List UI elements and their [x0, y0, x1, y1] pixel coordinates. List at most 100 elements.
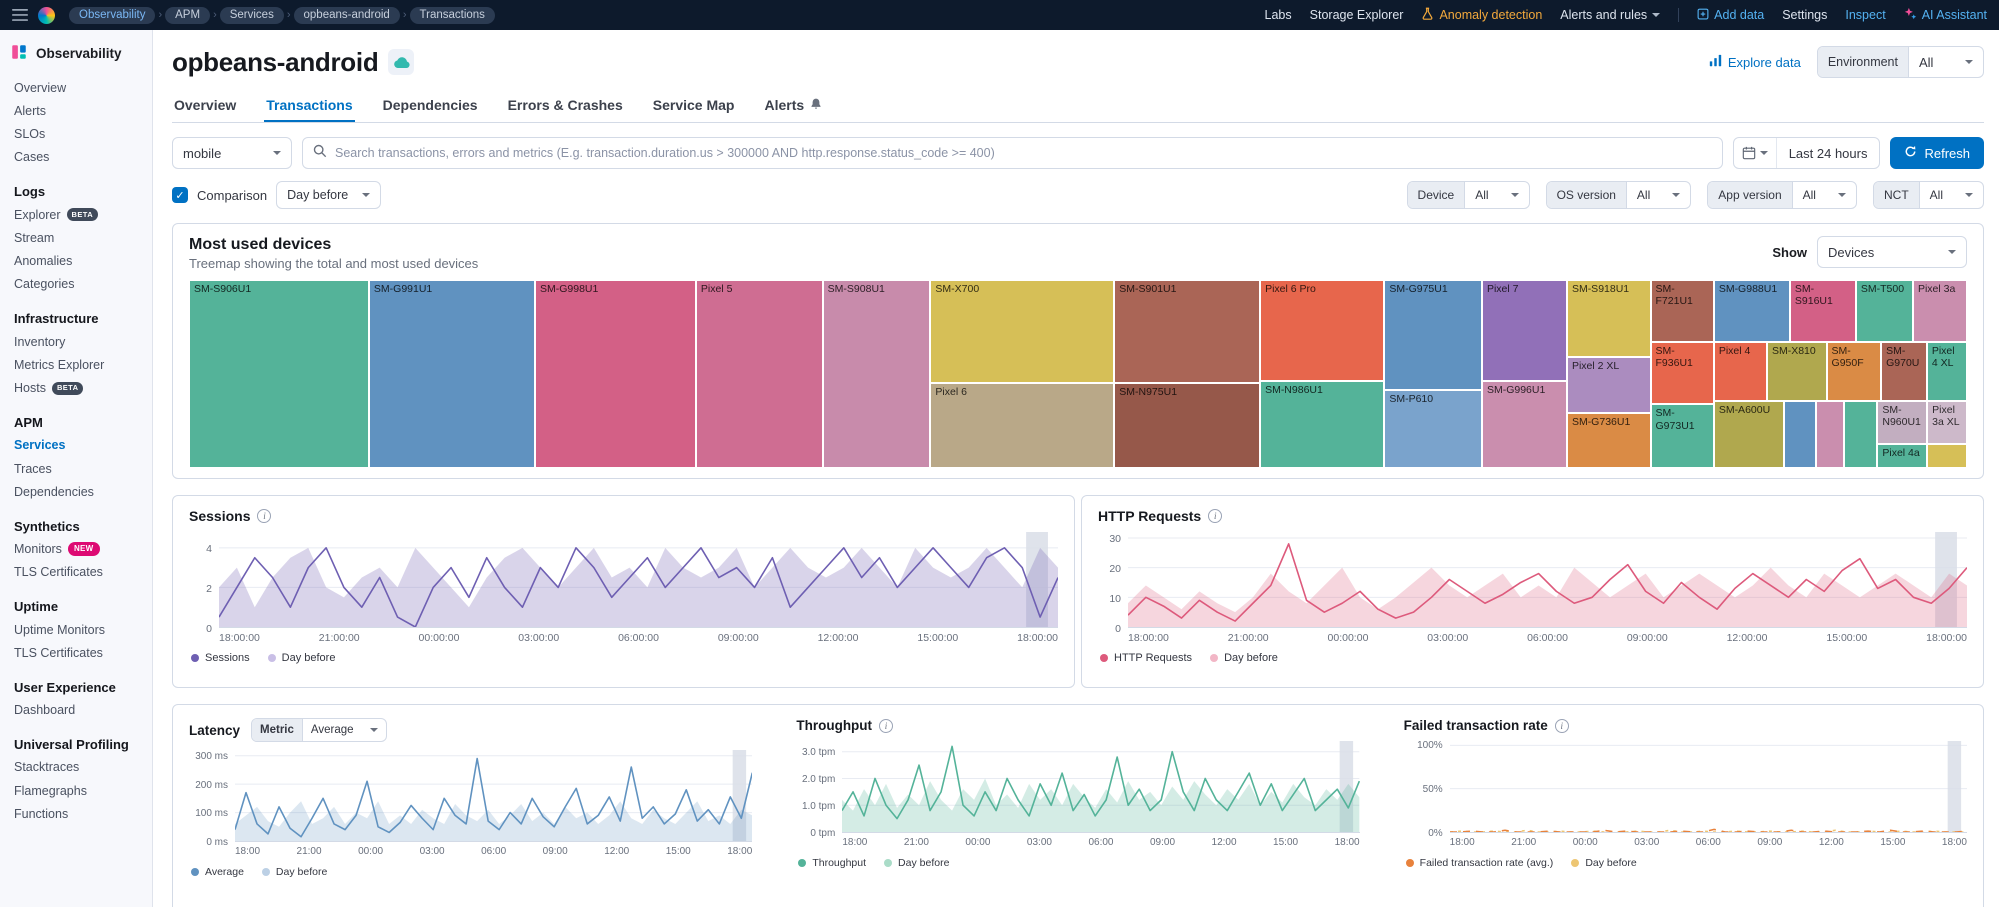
time-range-value[interactable]: Last 24 hours	[1788, 145, 1868, 161]
treemap-tile[interactable]	[1815, 400, 1844, 468]
legend-item-day-before[interactable]: Day before	[267, 652, 335, 664]
sidebar-item-dependencies[interactable]: Dependencies	[8, 480, 144, 503]
search-input[interactable]	[335, 146, 1712, 160]
facet-app-version[interactable]: App version All	[1707, 181, 1857, 209]
sidebar-item-alerts[interactable]: Alerts	[8, 99, 144, 122]
treemap-tile-sm-s906u1[interactable]: SM-S906U1	[189, 280, 369, 468]
legend-item-average[interactable]: Average	[191, 866, 244, 878]
treemap-tile[interactable]	[1783, 400, 1816, 468]
topbar-link-alerts-and-rules[interactable]: Alerts and rules	[1560, 8, 1661, 22]
comparison-checkbox[interactable]: ✓	[172, 187, 188, 203]
sidebar-item-categories[interactable]: Categories	[8, 273, 144, 296]
sidebar-item-stream[interactable]: Stream	[8, 226, 144, 249]
sidebar-item-flamegraphs[interactable]: Flamegraphs	[8, 779, 144, 802]
sidebar-item-inventory[interactable]: Inventory	[8, 330, 144, 353]
show-select[interactable]: Devices	[1817, 236, 1967, 268]
sidebar-item-anomalies[interactable]: Anomalies	[8, 250, 144, 273]
topbar-link-ai-assistant[interactable]: AI Assistant	[1904, 7, 1987, 23]
tab-service-map[interactable]: Service Map	[651, 90, 737, 122]
topbar-link-settings[interactable]: Settings	[1782, 8, 1827, 22]
info-icon[interactable]: i	[1554, 718, 1569, 733]
topbar-link-labs[interactable]: Labs	[1265, 8, 1292, 22]
treemap-tile-pixel-6[interactable]: Pixel 6	[930, 383, 1115, 468]
treemap-tile-pixel-6-pro[interactable]: Pixel 6 Pro	[1260, 280, 1385, 381]
sidebar-item-hosts[interactable]: Hosts BETA	[8, 377, 144, 400]
treemap-tile-pixel-4-xl[interactable]: Pixel 4 XL	[1926, 342, 1967, 401]
treemap-tile-sm-x810[interactable]: SM-X810	[1766, 342, 1827, 401]
sidebar-item-metrics-explorer[interactable]: Metrics Explorer	[8, 353, 144, 376]
breadcrumb-transactions[interactable]: Transactions	[409, 6, 495, 24]
date-picker[interactable]: Last 24 hours	[1732, 137, 1881, 169]
treemap-tile[interactable]	[1927, 443, 1967, 468]
treemap-tile-sm-g988u1[interactable]: SM-G988U1	[1713, 280, 1790, 343]
environment-select[interactable]: Environment All	[1816, 46, 1984, 78]
legend-item-day-before[interactable]: Day before	[1210, 652, 1278, 664]
treemap-tile-sm-g970u[interactable]: SM-G970U	[1881, 342, 1927, 401]
breadcrumb-opbeans-android[interactable]: opbeans-android	[293, 6, 400, 24]
treemap-tile-sm-f936u1[interactable]: SM-F936U1	[1650, 342, 1714, 405]
treemap-tile-sm-g973u1[interactable]: SM-G973U1	[1650, 404, 1714, 468]
treemap-tile-sm-t500[interactable]: SM-T500	[1855, 280, 1913, 343]
treemap-tile-sm-s916u1[interactable]: SM-S916U1	[1789, 280, 1856, 343]
topbar-link-inspect[interactable]: Inspect	[1845, 8, 1885, 22]
treemap-tile-sm-s901u1[interactable]: SM-S901U1	[1114, 280, 1261, 384]
topbar-link-add-data[interactable]: Add data	[1697, 8, 1764, 23]
treemap-tile-sm-g736u1[interactable]: SM-G736U1	[1566, 412, 1651, 468]
treemap-tile-sm-s908u1[interactable]: SM-S908U1	[822, 280, 931, 468]
topbar-link-storage-explorer[interactable]: Storage Explorer	[1310, 8, 1404, 22]
treemap-tile-pixel-3a[interactable]: Pixel 3a	[1912, 280, 1967, 343]
breadcrumb-observability[interactable]: Observability	[69, 6, 156, 24]
treemap-tile-sm-s918u1[interactable]: SM-S918U1	[1566, 280, 1651, 357]
menu-icon[interactable]	[12, 8, 28, 22]
treemap-tile-pixel-4a[interactable]: Pixel 4a	[1877, 443, 1928, 468]
treemap-tile-sm-a600u[interactable]: SM-A600U	[1713, 400, 1784, 468]
sidebar-item-stacktraces[interactable]: Stacktraces	[8, 756, 144, 779]
sidebar-item-monitors[interactable]: Monitors NEW	[8, 538, 144, 561]
treemap-tile-sm-g950f[interactable]: SM-G950F	[1826, 342, 1882, 401]
treemap-tile-pixel-4[interactable]: Pixel 4	[1713, 342, 1767, 401]
tab-transactions[interactable]: Transactions	[264, 90, 354, 122]
legend-item-sessions[interactable]: Sessions	[191, 652, 250, 664]
tab-overview[interactable]: Overview	[172, 90, 238, 122]
treemap-tile-sm-x700[interactable]: SM-X700	[930, 280, 1115, 384]
refresh-button[interactable]: Refresh	[1890, 137, 1984, 169]
search-bar[interactable]	[302, 137, 1723, 169]
legend-item-http-requests[interactable]: HTTP Requests	[1100, 652, 1192, 664]
facet-device[interactable]: Device All	[1406, 181, 1530, 209]
treemap-tile-pixel-7[interactable]: Pixel 7	[1481, 280, 1567, 381]
sidebar-item-tls-certificates[interactable]: TLS Certificates	[8, 641, 144, 664]
sidebar-item-dashboard[interactable]: Dashboard	[8, 699, 144, 722]
treemap-tile-sm-n960u1[interactable]: SM-N960U1	[1877, 400, 1928, 444]
legend-item-throughput[interactable]: Throughput	[798, 857, 866, 869]
info-icon[interactable]: i	[257, 509, 272, 523]
legend-item-day-before[interactable]: Day before	[884, 857, 949, 869]
sidebar-item-overview[interactable]: Overview	[8, 76, 144, 99]
treemap-tile[interactable]	[1843, 400, 1878, 468]
info-icon[interactable]: i	[879, 718, 894, 733]
tab-dependencies[interactable]: Dependencies	[381, 90, 480, 122]
tab-errors-crashes[interactable]: Errors & Crashes	[506, 90, 625, 122]
treemap-tile-pixel-5[interactable]: Pixel 5	[695, 280, 823, 468]
treemap-tile-pixel-3a-xl[interactable]: Pixel 3a XL	[1927, 400, 1967, 444]
facet-os-version[interactable]: OS version All	[1545, 181, 1692, 209]
sidebar-item-uptime-monitors[interactable]: Uptime Monitors	[8, 618, 144, 641]
treemap-tile-pixel-2-xl[interactable]: Pixel 2 XL	[1566, 356, 1651, 413]
sidebar-item-services[interactable]: Services	[8, 434, 144, 457]
treemap-tile-sm-n975u1[interactable]: SM-N975U1	[1114, 383, 1261, 468]
sidebar-item-explorer[interactable]: Explorer BETA	[8, 203, 144, 226]
sidebar-item-functions[interactable]: Functions	[8, 802, 144, 825]
breadcrumb-apm[interactable]: APM	[165, 6, 211, 24]
comparison-select[interactable]: Day before	[276, 181, 382, 209]
explore-data-link[interactable]: Explore data	[1709, 54, 1801, 70]
sidebar-item-cases[interactable]: Cases	[8, 146, 144, 169]
topbar-link-anomaly-detection[interactable]: Anomaly detection	[1421, 7, 1542, 23]
treemap-tile-sm-n986u1[interactable]: SM-N986U1	[1260, 380, 1385, 468]
legend-item-day-before[interactable]: Day before	[261, 866, 327, 878]
latency-metric-select[interactable]: Metric Average	[251, 718, 387, 742]
info-icon[interactable]: i	[1208, 509, 1223, 523]
sidebar-item-tls-certificates[interactable]: TLS Certificates	[8, 561, 144, 584]
sidebar-item-traces[interactable]: Traces	[8, 457, 144, 480]
calendar-icon[interactable]	[1734, 138, 1777, 168]
treemap-tile-sm-g975u1[interactable]: SM-G975U1	[1384, 280, 1482, 391]
treemap-tile-sm-g991u1[interactable]: SM-G991U1	[368, 280, 535, 468]
